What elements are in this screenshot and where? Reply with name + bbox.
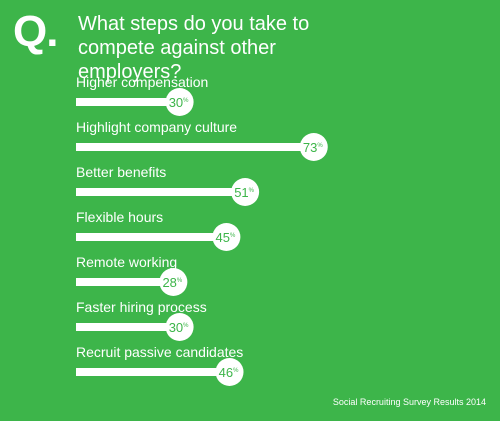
bar-label: Higher compensation xyxy=(76,74,208,90)
bar xyxy=(76,368,220,376)
data-label: 46% xyxy=(219,365,239,380)
bar-label: Flexible hours xyxy=(76,209,163,225)
question-marker: Q. xyxy=(13,7,58,56)
bar-label: Recruit passive candidates xyxy=(76,344,243,360)
data-label: 51% xyxy=(234,185,254,200)
data-label: 73% xyxy=(303,140,323,155)
bar xyxy=(76,278,164,286)
bar-label: Faster hiring process xyxy=(76,299,207,315)
bar xyxy=(76,143,304,151)
survey-source-footer: Social Recruiting Survey Results 2014 xyxy=(332,397,486,407)
data-label: 30% xyxy=(169,320,189,335)
bar-label: Better benefits xyxy=(76,164,166,180)
value-bubble xyxy=(215,358,244,386)
bar-label: Highlight company culture xyxy=(76,119,237,135)
value-bubble xyxy=(299,133,328,161)
value-bubble xyxy=(159,268,188,296)
bar xyxy=(76,98,170,106)
data-label: 45% xyxy=(215,230,235,245)
survey-question: What steps do you take to compete agains… xyxy=(78,13,310,83)
value-bubble xyxy=(231,178,260,206)
data-label: 30% xyxy=(169,95,189,110)
bar xyxy=(76,188,236,196)
bar-label: Remote working xyxy=(76,254,177,270)
value-bubble xyxy=(165,88,194,116)
value-bubble xyxy=(165,313,194,341)
bar xyxy=(76,233,217,241)
bar xyxy=(76,323,170,331)
value-bubble xyxy=(212,223,241,251)
data-label: 28% xyxy=(162,275,182,290)
